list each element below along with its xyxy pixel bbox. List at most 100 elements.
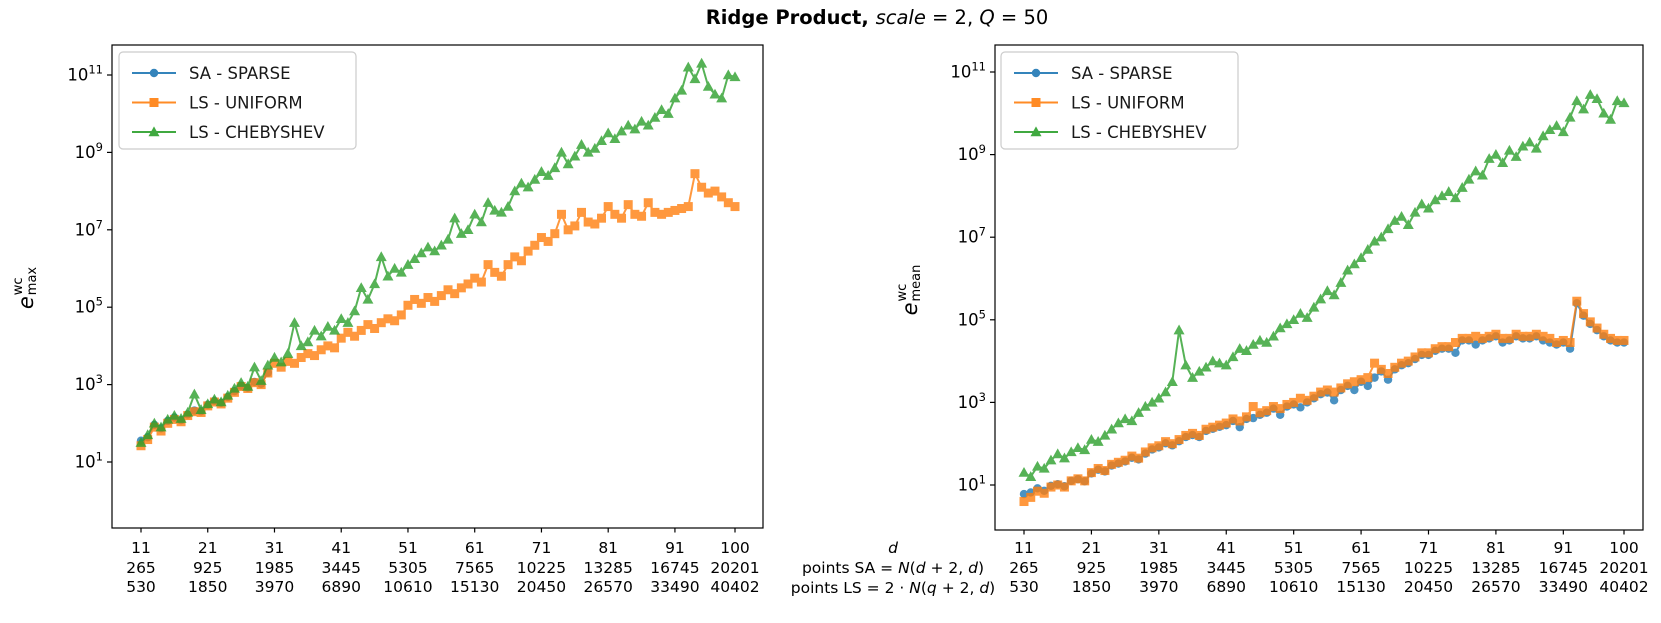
x-tick-label: 11	[1014, 539, 1034, 557]
text-segment: (	[909, 559, 916, 577]
marker-square	[643, 198, 653, 208]
y-tick-label: 107	[75, 217, 103, 239]
legend: SA - SPARSE LS - UNIFORM LS - CHEBYSHEV	[1000, 51, 1239, 150]
marker-square	[570, 221, 580, 231]
marker-triangle	[1281, 318, 1293, 329]
marker-triangle	[1557, 126, 1569, 137]
marker-triangle	[722, 69, 734, 80]
x-tick-label: 1850	[1072, 578, 1111, 596]
marker-triangle	[322, 320, 334, 331]
marker-triangle	[1072, 442, 1084, 453]
marker-square	[470, 273, 480, 283]
marker-square	[1228, 414, 1238, 424]
marker-square	[1383, 368, 1393, 378]
marker-triangle	[1578, 103, 1590, 114]
marker-triangle	[689, 73, 701, 84]
marker-square	[1484, 331, 1494, 341]
marker-triangle	[549, 162, 561, 173]
marker-triangle	[188, 388, 200, 399]
marker-square	[723, 198, 733, 208]
marker-square	[510, 252, 520, 262]
marker-square	[597, 213, 607, 223]
text-segment: scale	[875, 6, 926, 29]
marker-square	[1188, 428, 1198, 438]
marker-triangle	[1524, 136, 1536, 147]
series-ls-chebyshev	[1018, 89, 1630, 481]
text-segment: q	[926, 579, 937, 597]
marker-square	[1248, 402, 1258, 412]
marker-triangle	[315, 330, 327, 341]
marker-triangle	[389, 262, 401, 273]
marker-triangle	[1389, 215, 1401, 225]
marker-triangle	[155, 421, 167, 432]
marker-square	[283, 356, 293, 366]
marker-square	[730, 202, 740, 212]
marker-triangle	[1166, 376, 1178, 386]
text-segment: )	[977, 559, 985, 577]
marker-triangle	[262, 359, 274, 370]
marker-triangle	[1382, 223, 1394, 234]
x-tick-label: 26570	[1471, 578, 1520, 596]
marker-square	[390, 316, 400, 326]
marker-triangle	[282, 348, 294, 358]
x-tick-label: 100	[720, 539, 750, 557]
marker-circle	[1296, 403, 1305, 412]
marker-square	[617, 213, 627, 223]
x-tick-label: 71	[532, 539, 552, 557]
text-segment: points LS = 2 ·	[790, 579, 910, 597]
marker-triangle	[1092, 436, 1104, 446]
marker-triangle	[535, 166, 547, 176]
marker-triangle	[1443, 186, 1455, 196]
axes-spines	[994, 44, 1644, 531]
marker-square	[530, 240, 540, 250]
marker-triangle	[1598, 107, 1610, 118]
marker-square	[630, 209, 640, 219]
marker-triangle	[235, 377, 247, 387]
marker-square	[1585, 317, 1595, 327]
marker-triangle	[716, 92, 728, 103]
marker-triangle	[1106, 423, 1118, 434]
marker-triangle	[455, 228, 467, 238]
marker-square	[543, 236, 553, 246]
marker-triangle	[1160, 386, 1172, 397]
marker-square	[149, 98, 159, 107]
marker-square	[603, 202, 613, 212]
legend-item: LS - CHEBYSHEV	[1014, 123, 1207, 142]
marker-triangle	[1025, 471, 1037, 481]
marker-triangle	[1497, 157, 1509, 168]
marker-triangle	[1079, 444, 1091, 455]
marker-square	[1066, 476, 1076, 486]
marker-triangle	[1133, 407, 1145, 417]
marker-triangle	[182, 406, 194, 417]
text-segment: points SA =	[801, 559, 899, 577]
marker-square	[1545, 333, 1555, 343]
marker-square	[1464, 333, 1474, 343]
marker-square	[456, 283, 466, 293]
x-tick-label: 925	[193, 559, 223, 577]
x-tick-label: 40402	[1599, 578, 1648, 596]
marker-triangle	[268, 351, 280, 362]
marker-square	[276, 362, 286, 372]
marker-triangle	[629, 123, 641, 134]
marker-triangle	[409, 253, 421, 264]
marker-triangle	[495, 206, 507, 217]
x-tick-label: 5305	[388, 559, 427, 577]
marker-triangle	[202, 398, 214, 409]
text-segment: Q	[979, 6, 995, 29]
x-tick-label: 91	[1553, 539, 1573, 557]
marker-triangle	[509, 185, 521, 196]
marker-triangle	[642, 119, 654, 130]
legend-label: LS - CHEBYSHEV	[1071, 123, 1207, 142]
series-ls-chebyshev	[135, 57, 741, 447]
marker-square	[1450, 338, 1460, 348]
marker-triangle	[609, 133, 621, 144]
ylabel-sub: mean	[909, 264, 924, 302]
marker-triangle	[142, 429, 154, 440]
marker-triangle	[1261, 336, 1273, 347]
marker-square	[476, 277, 486, 287]
marker-triangle	[148, 417, 160, 428]
marker-triangle	[589, 142, 601, 153]
marker-square	[430, 296, 440, 306]
marker-triangle	[135, 437, 147, 447]
